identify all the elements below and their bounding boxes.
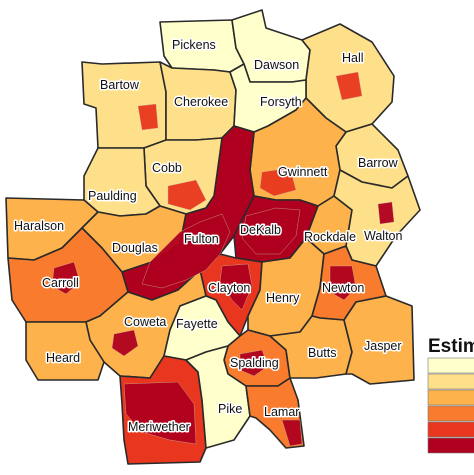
label-newton: Newton xyxy=(322,281,364,295)
label-fayette: Fayette xyxy=(176,317,218,331)
label-cobb: Cobb xyxy=(152,161,182,175)
county-walton[interactable] xyxy=(333,169,421,267)
label-dekalb: DeKalb xyxy=(240,223,281,237)
labels-layer: Pickens Dawson Hall Bartow Cherokee Fors… xyxy=(13,37,404,436)
hotspot-coweta xyxy=(111,329,139,357)
hotspot-hall xyxy=(335,71,363,101)
hotspot-spalding xyxy=(239,349,269,377)
label-gwinnett: Gwinnett xyxy=(278,165,328,179)
label-douglas: Douglas xyxy=(112,241,158,255)
county-heard[interactable] xyxy=(25,321,105,381)
label-henry: Henry xyxy=(266,291,300,305)
label-jasper: Jasper xyxy=(364,339,402,353)
legend-swatch-1 xyxy=(427,357,474,374)
label-walton: Walton xyxy=(364,229,402,243)
label-pike: Pike xyxy=(218,402,242,416)
hotspot-lamar xyxy=(281,419,303,447)
label-carroll: Carroll xyxy=(42,276,79,290)
label-forsyth: Forsyth xyxy=(260,95,302,109)
label-lamar: Lamar xyxy=(264,405,299,419)
legend-title: Estim xyxy=(428,336,474,357)
label-hall: Hall xyxy=(342,51,364,65)
legend-swatch-3 xyxy=(427,389,474,406)
label-dawson: Dawson xyxy=(254,58,299,72)
legend-swatch-5 xyxy=(427,421,474,438)
hotspots-layer xyxy=(51,71,395,447)
label-haralson: Haralson xyxy=(14,219,64,233)
label-clayton: Clayton xyxy=(208,281,250,295)
label-cherokee: Cherokee xyxy=(174,95,228,109)
hotspot-fulton xyxy=(141,213,231,289)
label-paulding: Paulding xyxy=(88,189,137,203)
label-fulton: Fulton xyxy=(184,232,219,246)
label-spalding: Spalding xyxy=(230,356,279,370)
hotspot-bartow xyxy=(137,103,159,131)
hotspot-newton xyxy=(329,265,357,301)
hotspot-walton xyxy=(377,201,395,225)
hotspot-cobb xyxy=(167,179,207,211)
legend-swatch-2 xyxy=(427,373,474,390)
legend: Estim xyxy=(427,336,474,454)
hotspot-meriwether xyxy=(123,381,197,445)
legend-swatch-4 xyxy=(427,405,474,422)
hotspot-carroll xyxy=(51,261,81,295)
county-jasper[interactable] xyxy=(343,295,415,385)
hotspot-clayton xyxy=(219,263,253,311)
hotspot-dekalb xyxy=(241,207,301,255)
hotspot-gwinnett xyxy=(259,167,297,197)
legend-swatch-6 xyxy=(427,437,474,454)
label-pickens: Pickens xyxy=(172,38,216,52)
label-heard: Heard xyxy=(46,351,80,365)
label-rockdale: Rockdale xyxy=(304,230,356,244)
label-coweta: Coweta xyxy=(124,315,166,329)
label-butts: Butts xyxy=(308,346,337,360)
label-meriwether: Meriwether xyxy=(128,420,190,434)
label-bartow: Bartow xyxy=(100,78,140,92)
label-barrow: Barrow xyxy=(358,156,399,170)
